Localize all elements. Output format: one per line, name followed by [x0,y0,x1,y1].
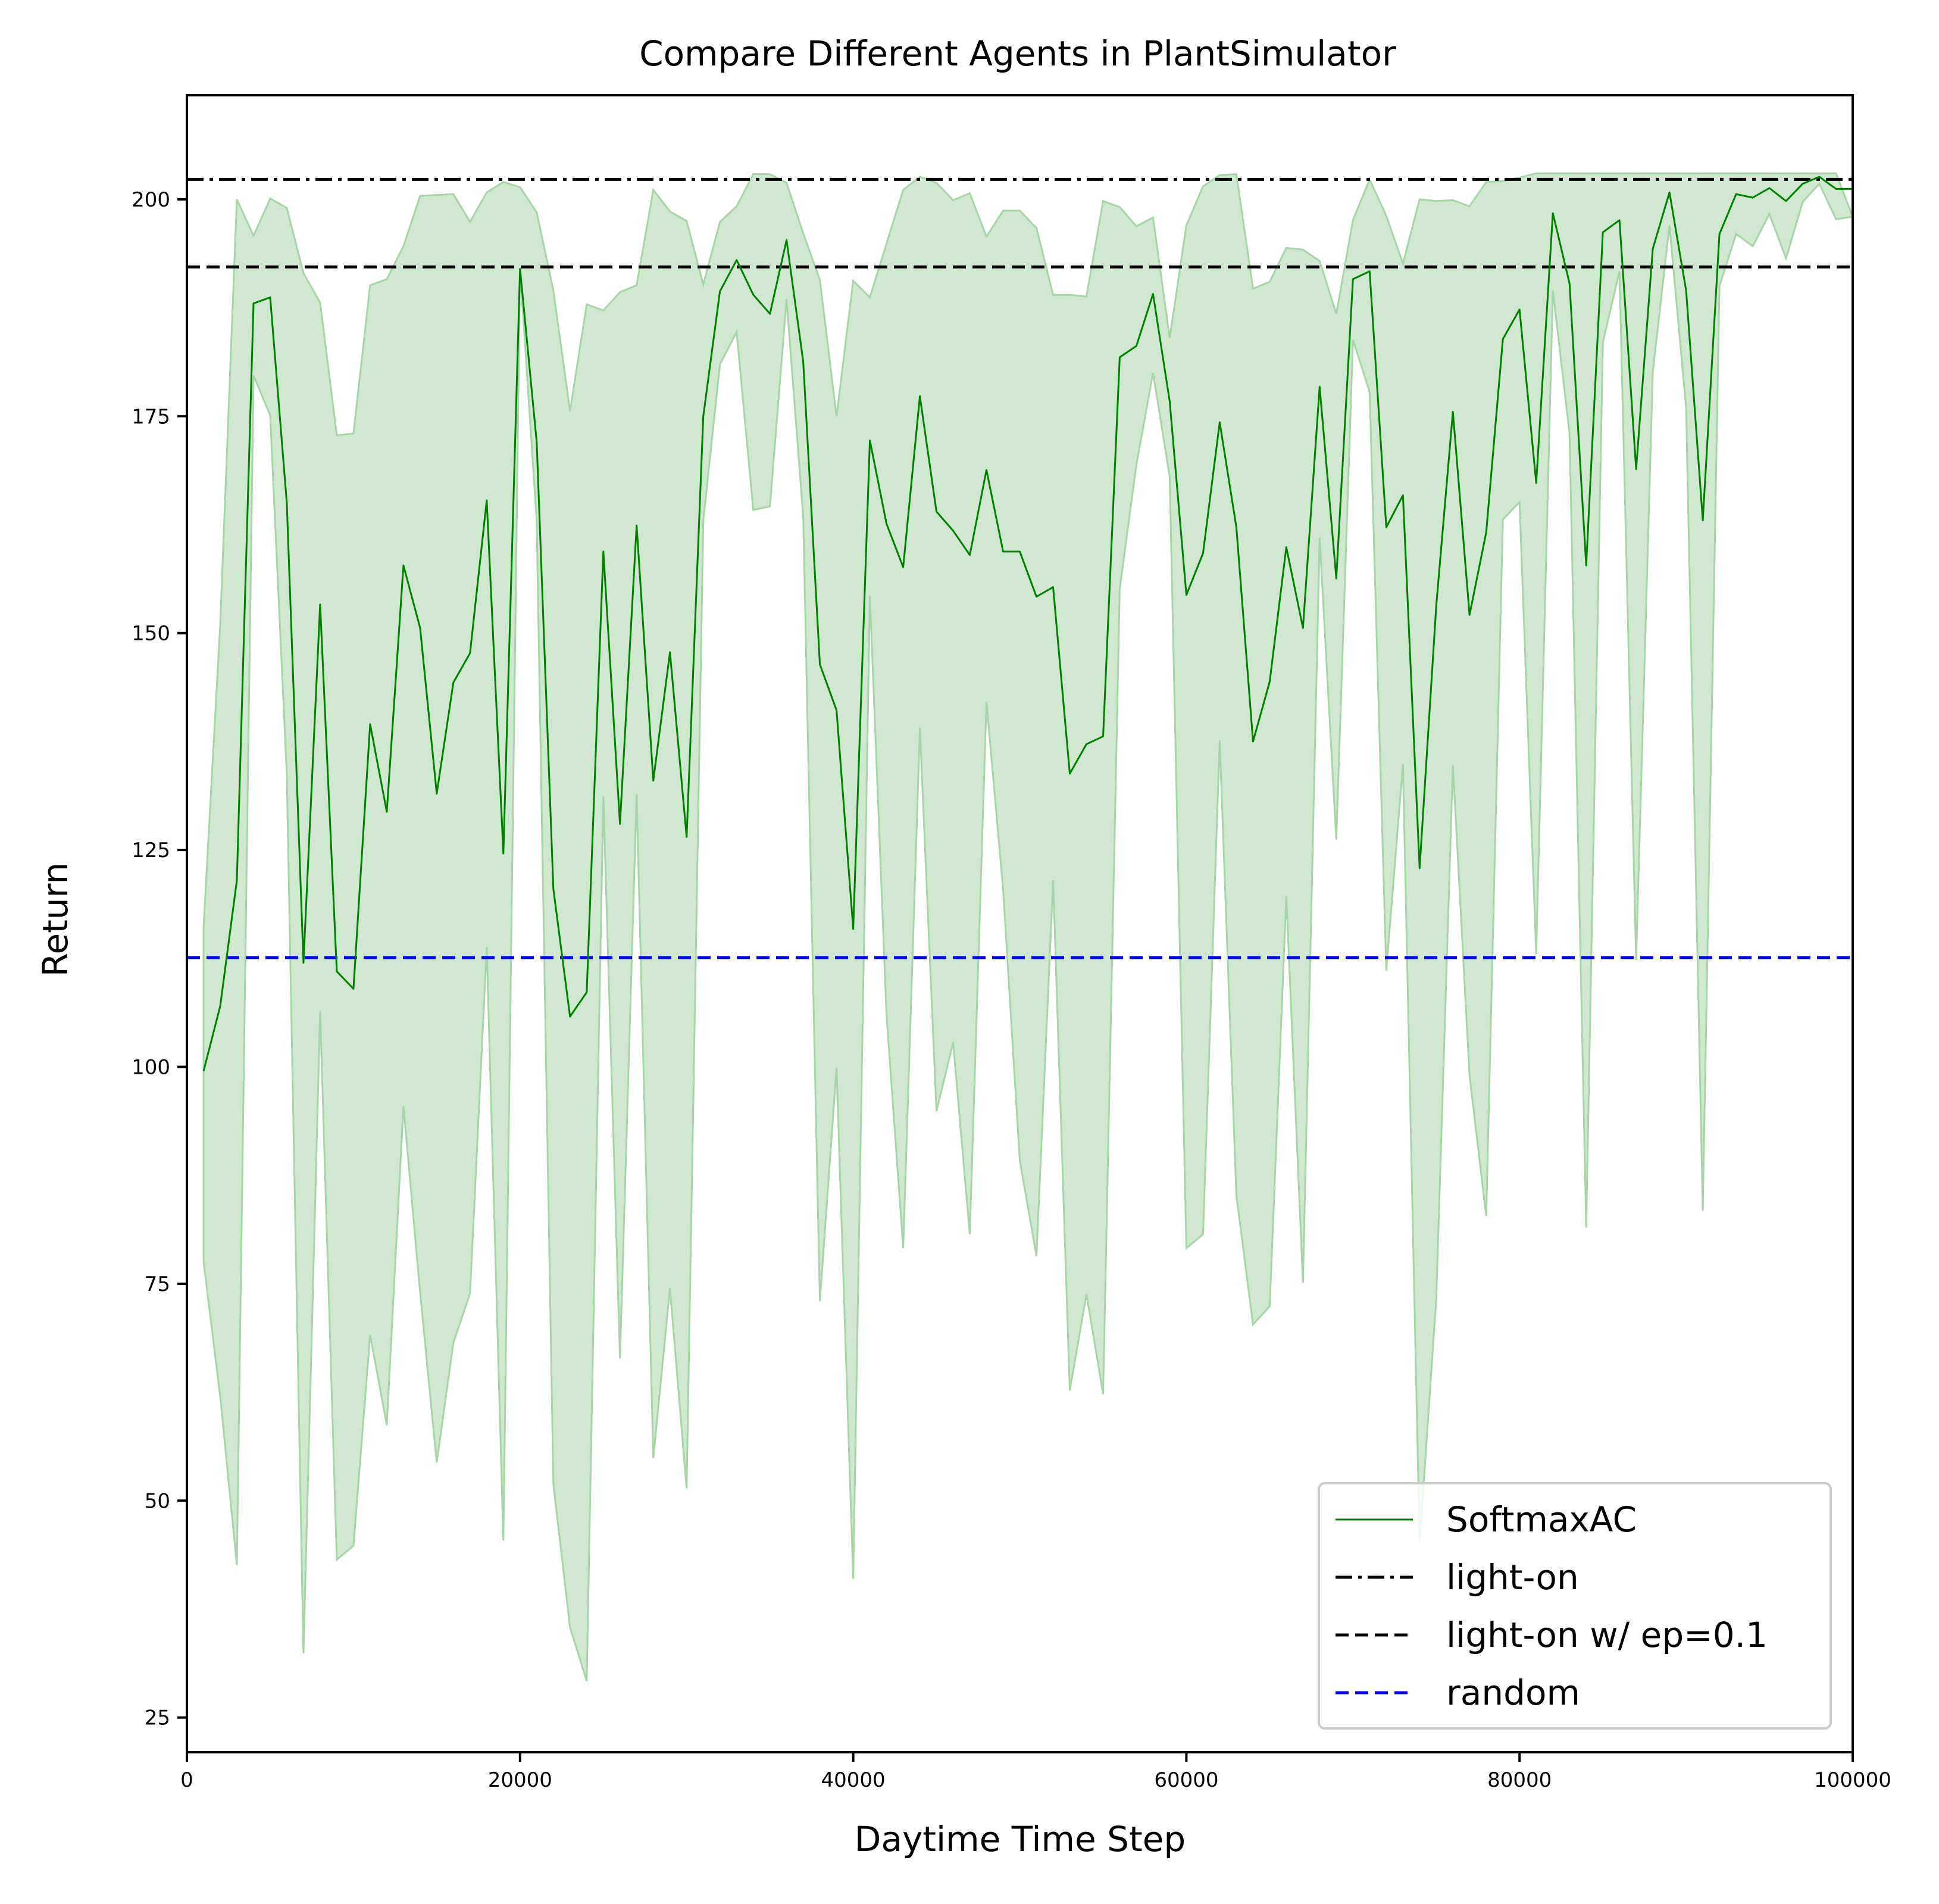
x-tick-label: 40000 [821,1768,886,1792]
y-tick-label: 175 [132,405,170,429]
x-tick-label: 100000 [1814,1768,1891,1792]
x-tick-label: 60000 [1154,1768,1218,1792]
y-tick-label: 200 [132,188,170,212]
legend-label-light-on: light-on [1446,1557,1579,1597]
legend: SoftmaxAC light-on light-on w/ ep=0.1 ra… [1318,1482,1832,1730]
x-axis-label: Daytime Time Step [855,1819,1186,1859]
y-tick-label: 75 [145,1273,170,1296]
x-tick-label: 80000 [1487,1768,1552,1792]
legend-box [1318,1482,1832,1730]
x-axis-ticks: 0 20000 40000 60000 80000 100000 [180,1752,1891,1792]
y-axis-label: Return [35,862,76,977]
y-tick-label: 100 [132,1056,170,1080]
y-axis-ticks: 25 50 75 100 125 150 175 200 [132,188,187,1730]
legend-label-random: random [1446,1672,1580,1713]
y-tick-label: 25 [145,1706,170,1730]
legend-label-softmaxac: SoftmaxAC [1446,1499,1637,1540]
chart-title: Compare Different Agents in PlantSimulat… [639,33,1396,74]
y-tick-label: 50 [145,1489,170,1513]
y-tick-label: 125 [132,839,170,862]
x-tick-label: 0 [180,1768,193,1792]
legend-label-light-on-ep: light-on w/ ep=0.1 [1446,1615,1768,1655]
plot-frame [186,94,1854,1753]
softmaxac-line [202,176,1853,1072]
x-tick-label: 20000 [488,1768,552,1792]
y-tick-label: 150 [132,622,170,646]
plot-area [187,172,1854,1681]
